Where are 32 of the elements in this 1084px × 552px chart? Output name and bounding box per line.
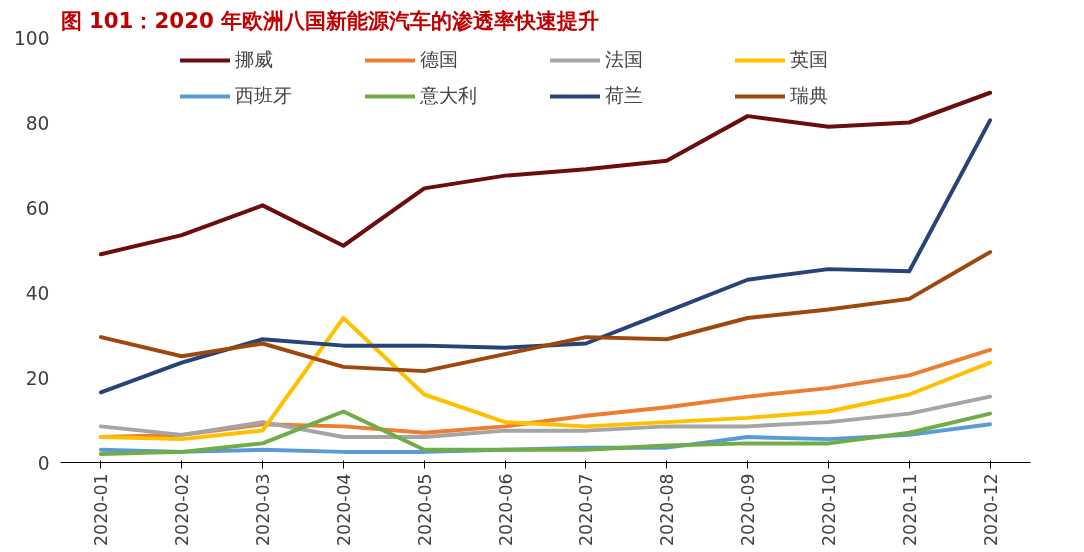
y-tick-label: 0: [37, 452, 50, 474]
legend-label: 德国: [420, 48, 459, 72]
line-series: [98, 250, 993, 374]
x-tick-label: 2020-01: [91, 473, 112, 546]
x-tick-label: 2020-02: [172, 473, 193, 546]
legend-label: 意大利: [420, 84, 478, 108]
y-tick-label: 40: [25, 282, 50, 304]
legend-label: 瑞典: [790, 84, 829, 108]
y-tick-label: 20: [25, 367, 50, 389]
x-tick-label: 2020-07: [576, 473, 597, 546]
line-series: [98, 316, 993, 442]
line-series: [98, 409, 993, 456]
x-tick-label: 2020-04: [333, 473, 354, 546]
x-tick-label: 2020-03: [253, 473, 274, 546]
legend-label: 英国: [790, 48, 829, 72]
x-tick-label: 2020-08: [657, 473, 678, 546]
x-tick-label: 2020-06: [495, 473, 516, 546]
x-tick-label: 2020-05: [414, 473, 435, 546]
legend-label: 挪威: [235, 48, 274, 72]
legend-label: 荷兰: [605, 84, 644, 108]
line-series: [98, 118, 993, 395]
legend-label: 法国: [605, 48, 644, 72]
x-tick-label: 2020-11: [899, 473, 920, 546]
x-tick-label: 2020-09: [738, 473, 759, 546]
y-tick-label: 60: [25, 197, 50, 219]
chart-title: 图 101：2020 年欧洲八国新能源汽车的渗透率快速提升: [60, 7, 600, 33]
x-tick-label: 2020-10: [818, 473, 839, 546]
y-tick-label: 80: [25, 112, 50, 134]
x-tick-label: 2020-12: [980, 473, 1001, 546]
line-series: [98, 394, 993, 439]
legend-label: 西班牙: [235, 84, 293, 108]
y-tick-label: 100: [13, 27, 50, 49]
